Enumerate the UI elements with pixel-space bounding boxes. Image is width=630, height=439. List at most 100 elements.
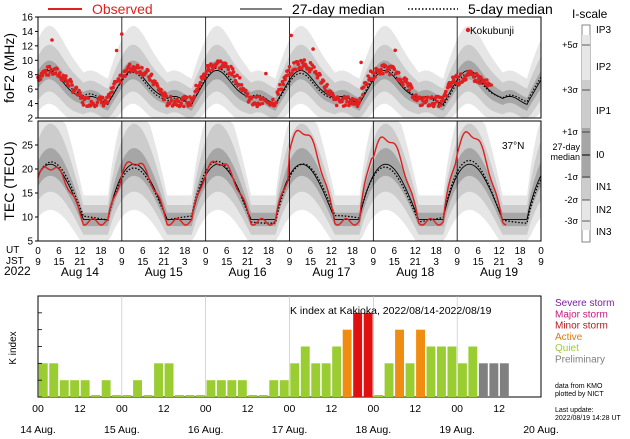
fof2-observed-point [155, 84, 160, 88]
fof2-observed-points [36, 32, 494, 109]
jst-tick-label: 3 [182, 257, 188, 268]
i-scale-class-label: IP2 [596, 62, 611, 73]
fof2-observed-point [388, 72, 392, 77]
k-index-bar [80, 380, 90, 397]
k-index-bar [133, 380, 142, 397]
jst-tick-label: 9 [35, 257, 41, 268]
fof2-observed-point [50, 38, 54, 42]
ut-tick-label: 12 [326, 246, 338, 257]
ut-tick-label: 0 [119, 246, 125, 257]
k-index-bar [49, 363, 59, 397]
fof2-y-tick-label: 6 [27, 85, 33, 96]
jst-tick-label: 21 [326, 257, 338, 268]
fof2-observed-point [478, 81, 482, 85]
fof2-observed-point [286, 68, 291, 73]
jst-tick-label: 15 [221, 257, 233, 268]
fof2-observed-point [192, 94, 197, 99]
ut-tick-label: 12 [494, 246, 506, 257]
k-index-bar [468, 346, 478, 397]
fof2-observed-point [323, 88, 328, 93]
k-index-y-ticks [38, 312, 42, 398]
fof2-observed-point [276, 92, 280, 96]
tec-y-tick-label: 20 [22, 165, 34, 176]
fof2-observed-point [182, 104, 186, 109]
fof2-observed-point [441, 98, 446, 102]
fof2-observed-point [345, 99, 349, 104]
fof2-observed-point [283, 77, 287, 82]
fof2-observed-point [260, 101, 265, 106]
fof2-observed-point [354, 98, 359, 102]
k-index-bar [374, 395, 383, 397]
fof2-observed-point [414, 93, 418, 97]
fof2-observed-point [190, 99, 195, 103]
ut-tick-label: 12 [74, 246, 86, 257]
i-scale-sigma-label: +5σ [562, 40, 578, 50]
jst-tick-label: 9 [203, 257, 209, 268]
k-index-bar [478, 363, 488, 397]
tec-panel: 5 10 15 20 25 37°N TEC (TECU) [1, 120, 542, 248]
k-index-hour-label: 00 [116, 403, 128, 415]
ut-tick-label: 0 [35, 246, 41, 257]
k-index-bar [269, 380, 279, 397]
fof2-observed-point [235, 73, 239, 78]
update-line-2: 2022/08/19 14:28 UT [555, 415, 621, 422]
fof2-observed-point [114, 48, 119, 53]
fof2-observed-point [84, 96, 88, 100]
i-scale-class-label: IP1 [596, 106, 611, 117]
station-marker [465, 27, 471, 33]
ut-tick-label: 12 [410, 246, 422, 257]
k-index-bar [416, 329, 425, 397]
fof2-observed-point [343, 103, 348, 107]
fof2-observed-point [118, 73, 122, 78]
i-scale-band-1 [582, 128, 590, 178]
fof2-observed-point [53, 71, 58, 76]
fof2-observed-point [404, 77, 409, 82]
fof2-observed-point [489, 83, 494, 87]
fof2-observed-point [250, 95, 254, 100]
ut-tick-label: 6 [308, 246, 314, 257]
fof2-observed-point [325, 82, 329, 87]
jst-tick-label: 15 [473, 257, 485, 268]
k-index-bars [38, 312, 509, 397]
fof2-y-ticks: 2 4 6 8 10 12 14 16 [22, 13, 38, 125]
k-index-bar [426, 346, 436, 397]
fof2-observed-point [66, 84, 71, 88]
fof2-observed-point [245, 92, 250, 96]
fof2-observed-point [88, 104, 93, 108]
ut-tick-label: 18 [263, 246, 275, 257]
jst-tick-label: 3 [266, 257, 272, 268]
fof2-observed-point [44, 69, 48, 74]
fof2-observed-point [237, 82, 241, 87]
fof2-observed-point [458, 72, 463, 76]
legend-observed: Observed [92, 1, 153, 17]
fof2-observed-point [234, 80, 238, 85]
jst-tick-label: 9 [119, 257, 125, 268]
fof2-observed-point [136, 65, 141, 70]
fof2-observed-point [299, 67, 304, 71]
year-label: 2022 [4, 264, 31, 278]
fof2-observed-point [70, 83, 74, 87]
jst-tick-label: 3 [517, 257, 523, 268]
fof2-observed-point [230, 67, 235, 71]
fof2-observed-point [204, 69, 209, 73]
fof2-observed-point [168, 101, 172, 105]
ut-tick-label: 0 [538, 246, 544, 257]
ut-tick-label: 6 [392, 246, 398, 257]
fof2-observed-point [207, 68, 211, 73]
fof2-observed-point [125, 69, 129, 73]
fof2-frame [37, 16, 542, 119]
ut-tick-label: 0 [371, 246, 377, 257]
k-index-date-label: 20 Aug. [523, 424, 559, 436]
date-label: Aug 15 [145, 265, 183, 279]
date-labels: Aug 14 Aug 15 Aug 16 Aug 17 Aug 18 Aug 19 [61, 265, 519, 279]
i-scale-class-label: I0 [596, 150, 605, 161]
top-legend: Observed 27-day median 5-day median [48, 1, 553, 17]
k-index-date-label: 17 Aug. [272, 424, 308, 436]
fof2-observed-point [127, 62, 132, 67]
k-index-hour-label: 12 [242, 403, 254, 415]
fof2-observed-point [447, 81, 452, 85]
fof2-observed-point [218, 59, 223, 63]
tec-observed-line [37, 129, 507, 226]
fof2-observed-point [321, 79, 326, 83]
fof2-observed-point [78, 91, 82, 95]
